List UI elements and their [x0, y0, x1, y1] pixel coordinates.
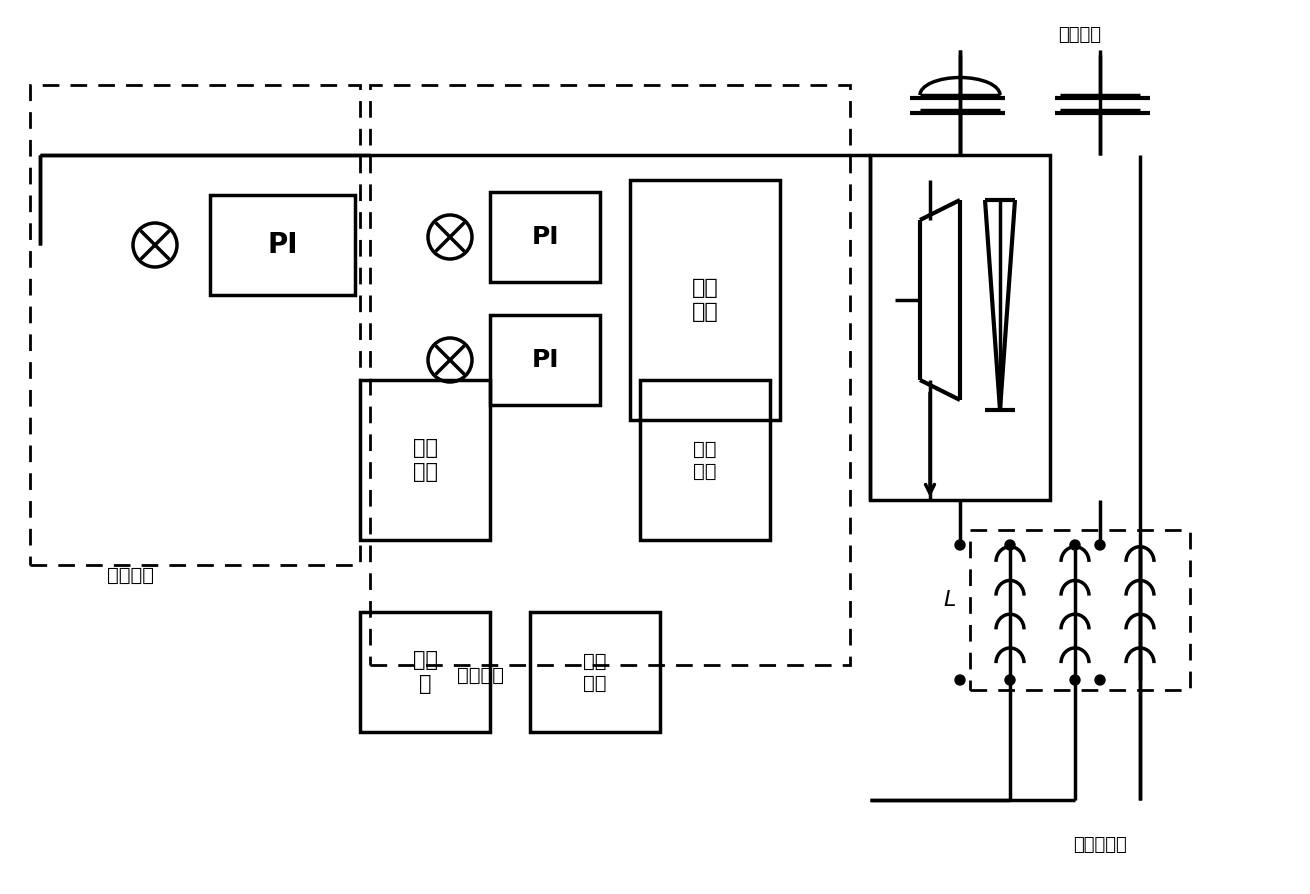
Circle shape [1070, 675, 1079, 685]
Text: 数据
采集: 数据 采集 [693, 440, 717, 480]
Text: PI: PI [267, 231, 297, 259]
Text: 锁相
环: 锁相 环 [413, 651, 438, 694]
Bar [490, 315, 600, 405]
Bar [490, 192, 600, 282]
Circle shape [1005, 540, 1015, 550]
Circle shape [955, 675, 965, 685]
Circle shape [1005, 675, 1015, 685]
Text: 坐标
变换: 坐标 变换 [413, 438, 438, 482]
Bar [969, 530, 1189, 690]
Text: 变压器输出: 变压器输出 [1073, 836, 1127, 854]
Text: 脉冲
产生: 脉冲 产生 [692, 278, 718, 322]
Bar [360, 612, 490, 732]
Circle shape [1095, 675, 1106, 685]
Text: 直流输出: 直流输出 [1058, 26, 1102, 44]
Text: PI: PI [532, 348, 559, 372]
Text: 电压外环: 电压外环 [106, 566, 153, 585]
Bar [210, 195, 355, 295]
Text: PI: PI [532, 225, 559, 249]
Text: 电流内环: 电流内环 [456, 665, 503, 685]
Bar [870, 155, 1051, 500]
Bar [360, 380, 490, 540]
Text: $L$: $L$ [943, 590, 956, 610]
Circle shape [955, 540, 965, 550]
Bar [641, 380, 770, 540]
Circle shape [1070, 540, 1079, 550]
Bar [630, 180, 779, 420]
Bar [369, 85, 850, 665]
Bar [30, 85, 360, 565]
Circle shape [1095, 540, 1106, 550]
Text: 数据
采集: 数据 采集 [583, 652, 607, 693]
Bar [531, 612, 660, 732]
